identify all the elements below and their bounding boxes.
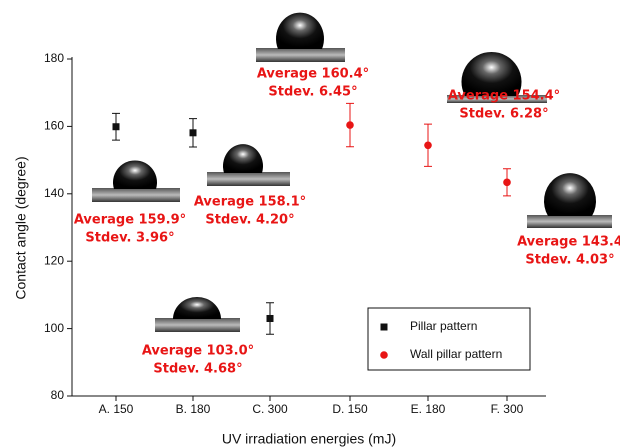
data-point	[113, 123, 120, 130]
x-tick-label: C. 300	[252, 402, 288, 416]
x-tick-label: B. 180	[176, 402, 211, 416]
y-tick-label: 80	[51, 388, 65, 402]
y-tick-label: 160	[44, 119, 64, 133]
annotation: Average 154.4°	[448, 89, 560, 104]
legend-label: Wall pillar pattern	[410, 347, 502, 361]
annotation: Stdev. 4.03°	[525, 253, 614, 268]
annotation: Stdev. 6.45°	[268, 85, 357, 100]
legend-marker	[380, 351, 388, 359]
annotation: Average 160.4°	[257, 67, 369, 82]
y-tick-label: 100	[44, 321, 64, 335]
x-tick-label: F. 300	[491, 402, 524, 416]
data-point	[503, 179, 511, 187]
annotation: Stdev. 6.28°	[459, 107, 548, 122]
y-axis-label: Contact angle (degree)	[13, 156, 29, 299]
annotation: Stdev. 3.96°	[85, 231, 174, 246]
annotation: Average 158.1°	[194, 195, 306, 210]
legend-marker	[381, 324, 388, 331]
annotation: Stdev. 4.68°	[153, 362, 242, 377]
data-point	[424, 141, 432, 149]
annotation: Average 103.0°	[142, 344, 254, 359]
annotation: Stdev. 4.20°	[205, 213, 294, 228]
legend-label: Pillar pattern	[410, 319, 477, 333]
y-tick-label: 140	[44, 186, 64, 200]
data-point	[346, 121, 354, 129]
x-tick-label: A. 150	[99, 402, 134, 416]
x-tick-label: E. 180	[411, 402, 446, 416]
chart: Contact angle (degree) UV irradiation en…	[0, 0, 620, 448]
data-point	[190, 129, 197, 136]
x-tick-label: D. 150	[332, 402, 368, 416]
x-axis-label: UV irradiation energies (mJ)	[222, 431, 396, 447]
droplet-images	[92, 13, 612, 332]
data-point	[267, 315, 274, 322]
annotation: Average 143.4	[517, 235, 620, 250]
y-tick-label: 120	[44, 253, 64, 267]
annotation: Average 159.9°	[74, 213, 186, 228]
y-tick-label: 180	[44, 51, 64, 65]
